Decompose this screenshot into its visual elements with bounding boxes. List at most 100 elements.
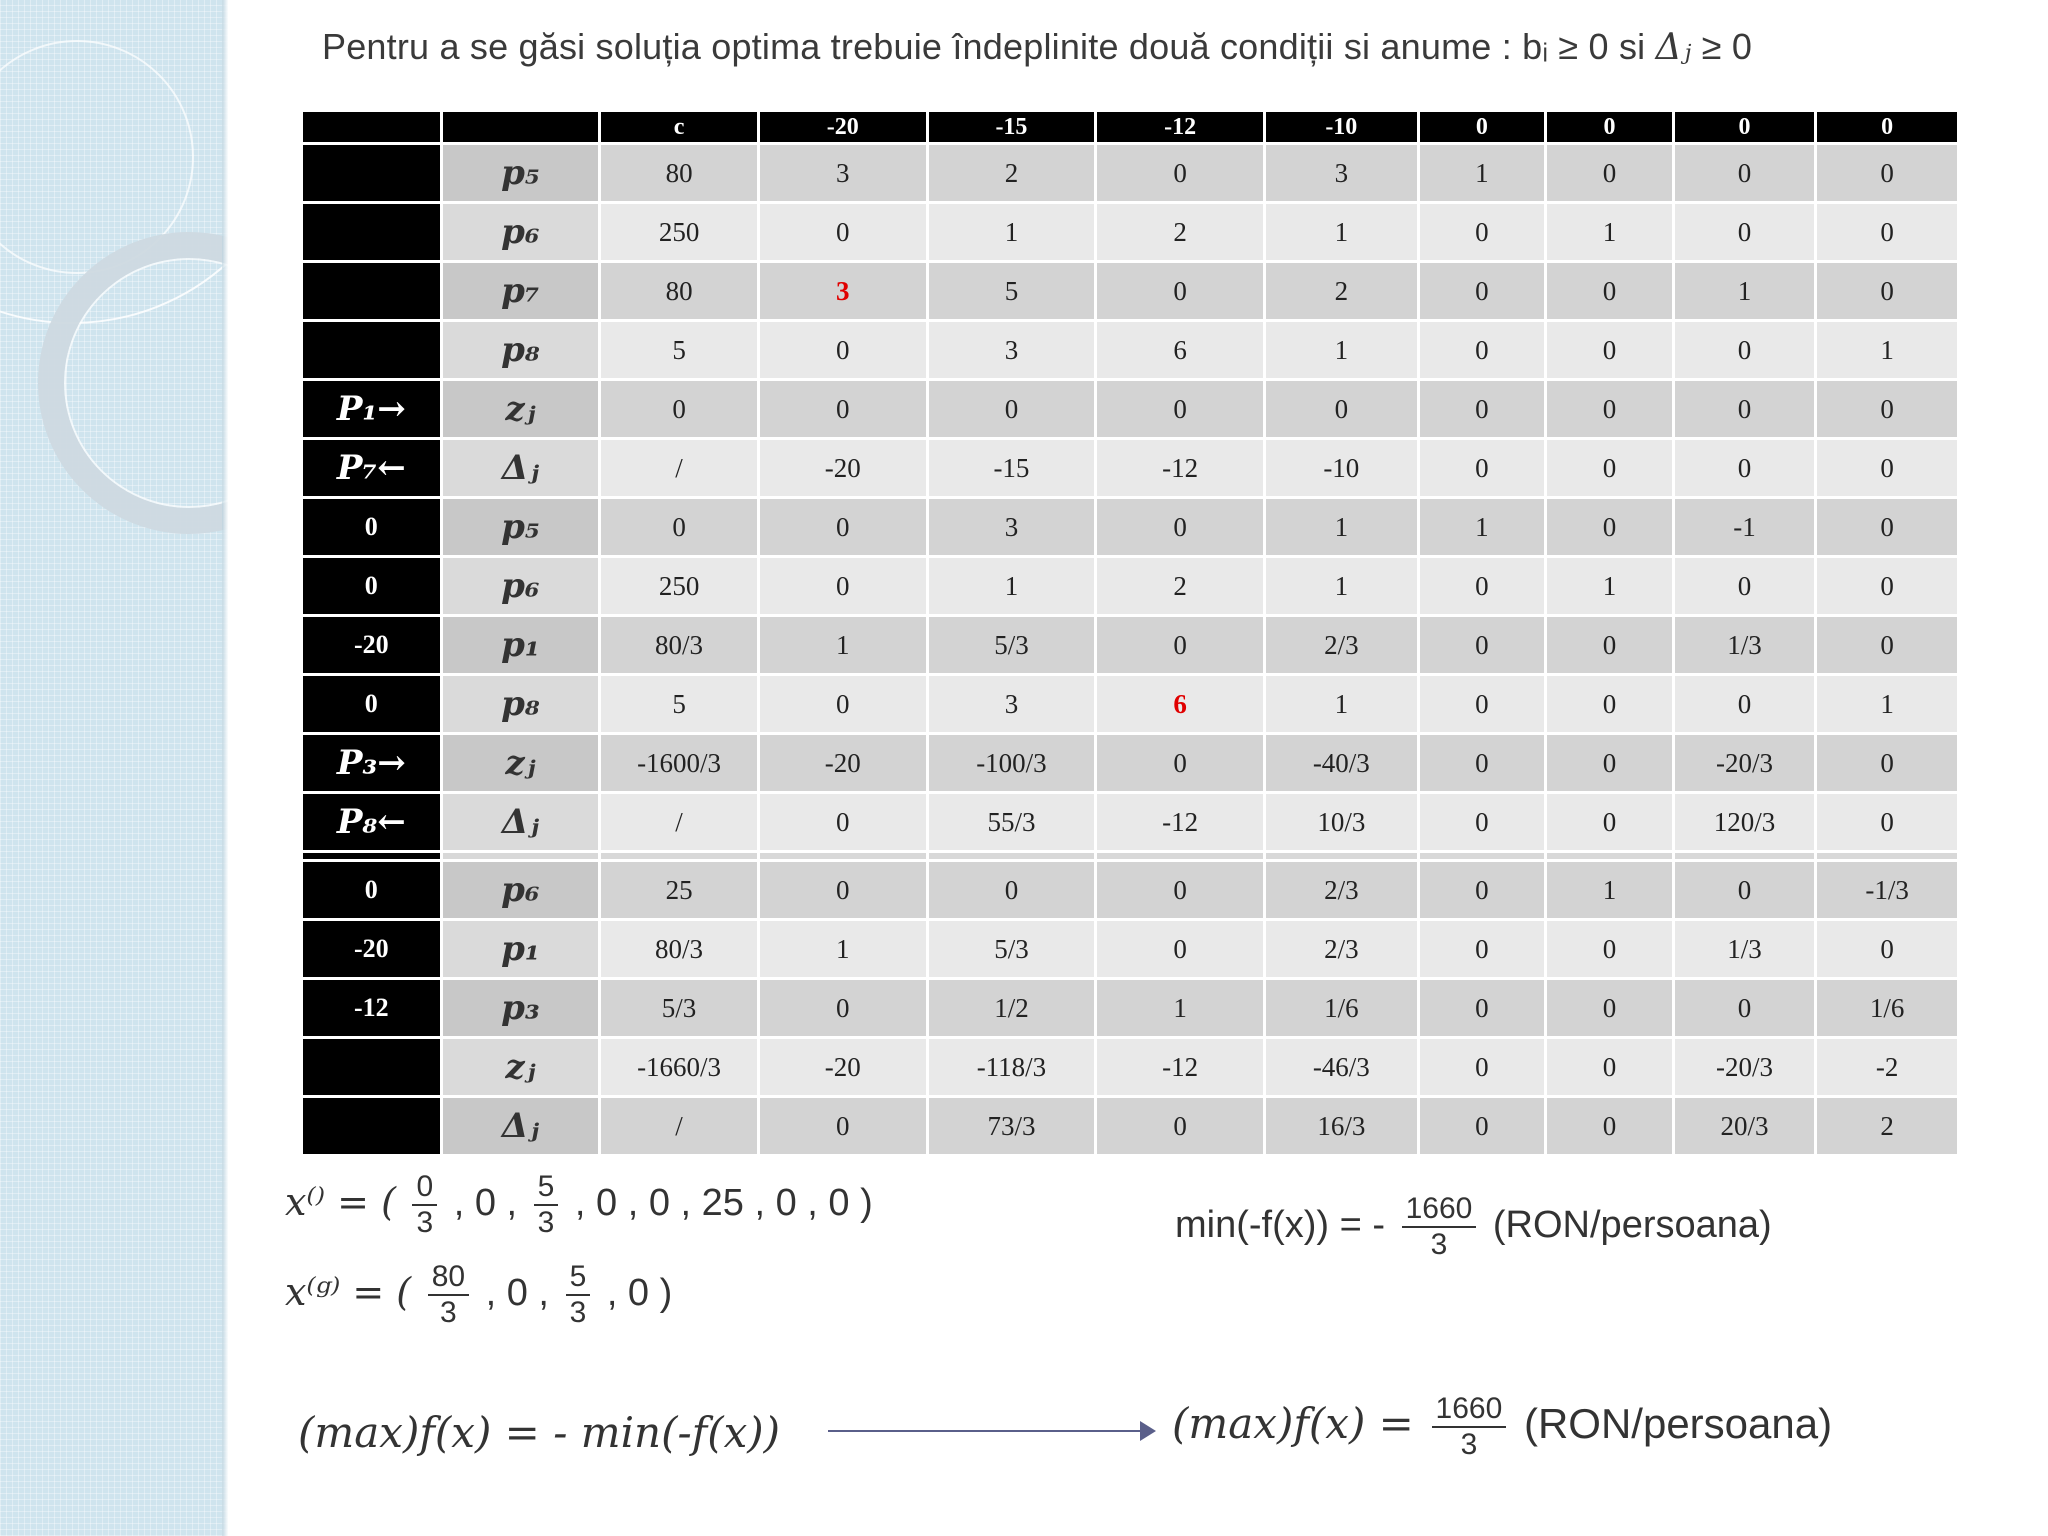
cost-basis-cell	[303, 322, 440, 378]
table-cell: 0	[1817, 440, 1957, 496]
solution-xg-mid: , 0 ,	[485, 1272, 549, 1315]
table-cell: 0	[1817, 794, 1957, 850]
table-row: p₈ 5 0 3 6 1 0 0 0 1	[303, 322, 1957, 378]
table-cell: -1660/3	[601, 1039, 757, 1095]
min-unit: (RON/persoana)	[1492, 1204, 1772, 1247]
basis-variable-cell: zⱼ	[442, 735, 599, 791]
table-cell: 1	[1266, 322, 1417, 378]
basis-variable-cell: p₁	[442, 921, 599, 977]
pivot-cell: 6	[1097, 676, 1263, 732]
table-cell: 0	[759, 676, 926, 732]
table-cell: 0	[1419, 1039, 1545, 1095]
pivot-cell: 3	[759, 263, 926, 319]
table-row: P₃→ zⱼ -1600/3 -20 -100/3 0 -40/3 0 0 -20/3 0	[303, 735, 1957, 791]
table-cell: 0	[1419, 617, 1545, 673]
header-cell	[442, 112, 599, 142]
basis-variable-cell: Δⱼ	[442, 794, 599, 850]
table-cell: 5/3	[601, 980, 757, 1036]
table-cell: 0	[928, 862, 1095, 918]
table-cell: 0	[1817, 263, 1957, 319]
table-cell: 0	[1674, 676, 1815, 732]
table-cell: 0	[1547, 145, 1672, 201]
table-cell: 0	[1817, 558, 1957, 614]
basis-variable-cell: p₈	[442, 322, 599, 378]
cost-basis-cell: P₈←	[303, 794, 440, 850]
table-cell: /	[601, 440, 757, 496]
solution-xg-tail: , 0 )	[606, 1272, 673, 1315]
table-cell: 0	[1817, 921, 1957, 977]
fraction-denominator: 3	[569, 1296, 587, 1329]
basis-variable-cell: p₅	[442, 145, 599, 201]
header-cell	[303, 112, 440, 142]
table-cell: 0	[759, 980, 926, 1036]
cost-basis-cell: -20	[303, 617, 440, 673]
solution-x-lhs: x⁽⁾ = (	[285, 1180, 396, 1225]
header-cell: c	[601, 112, 757, 142]
table-cell: 0	[601, 499, 757, 555]
table-cell: 0	[1419, 1098, 1545, 1154]
table-cell: 2	[1266, 263, 1417, 319]
min-value-line: min(-f(x)) = - 1660 3 (RON/persoana)	[1175, 1192, 1772, 1262]
table-cell: 0	[1547, 381, 1672, 437]
cost-basis-cell	[303, 1098, 440, 1154]
header-cell: -10	[1266, 112, 1417, 142]
fraction: 1660 3	[1431, 1392, 1507, 1462]
table-cell: 0	[1097, 145, 1263, 201]
table-cell: 0	[1547, 263, 1672, 319]
header-cell: 0	[1419, 112, 1545, 142]
table-cell: 250	[601, 204, 757, 260]
table-cell: 5	[601, 322, 757, 378]
table-row: Δⱼ/0 73/3 0 16/3 0 0 20/3 2	[303, 1098, 1957, 1154]
table-cell: 0	[1419, 381, 1545, 437]
table-cell: 0	[1419, 263, 1545, 319]
table-cell: 1/2	[928, 980, 1095, 1036]
table-cell: 0	[1419, 735, 1545, 791]
simplex-table-body: c -20 -15 -12 -10 0 0 0 0 p₅ 80 3 2 0 3 1 0 0 0 p₆ 250 0 1 2 1 0 1…	[303, 112, 1957, 1154]
table-cell: 0	[1547, 980, 1672, 1036]
table-cell: -46/3	[1266, 1039, 1417, 1095]
table-cell: 1	[1266, 204, 1417, 260]
table-cell: 0	[1674, 381, 1815, 437]
fraction-numerator: 1660	[1401, 1192, 1477, 1228]
heading-tail: ≥ 0	[1691, 26, 1753, 67]
table-cell: 0	[928, 381, 1095, 437]
basis-variable-cell: p₃	[442, 980, 599, 1036]
table-cell: 1	[1817, 676, 1957, 732]
basis-variable-cell: p₁	[442, 617, 599, 673]
separator-cell	[1266, 853, 1417, 859]
table-cell: 250	[601, 558, 757, 614]
separator-cell	[442, 853, 599, 859]
separator-cell	[1097, 853, 1263, 859]
separator-cell	[928, 853, 1095, 859]
basis-variable-cell: p₆	[442, 204, 599, 260]
table-cell: 0	[1547, 1098, 1672, 1154]
basis-variable-cell: zⱼ	[442, 381, 599, 437]
table-cell: 0	[759, 204, 926, 260]
table-cell: 0	[1266, 381, 1417, 437]
table-cell: 0	[759, 558, 926, 614]
table-row: p₆ 250 0 1 2 1 0 1 0 0	[303, 204, 1957, 260]
heading-text: Pentru a se găsi soluția optima trebuie …	[322, 26, 1656, 67]
table-cell: 0	[1817, 204, 1957, 260]
table-cell: 3	[928, 676, 1095, 732]
basis-variable-cell: Δⱼ	[442, 1098, 599, 1154]
table-cell: 16/3	[1266, 1098, 1417, 1154]
table-cell: 0	[759, 862, 926, 918]
table-cell: 0	[1547, 499, 1672, 555]
table-cell: 3	[928, 322, 1095, 378]
table-cell: 0	[1547, 676, 1672, 732]
solution-xg-lhs: x⁽ᵍ⁾ = (	[285, 1270, 412, 1315]
table-cell: 0	[759, 794, 926, 850]
table-cell: 5/3	[928, 617, 1095, 673]
table-cell: 1	[1674, 263, 1815, 319]
table-cell: -20	[759, 1039, 926, 1095]
table-cell: -100/3	[928, 735, 1095, 791]
basis-variable-cell: p₅	[442, 499, 599, 555]
table-cell: 1	[759, 617, 926, 673]
cost-basis-cell: P₃→	[303, 735, 440, 791]
table-cell: 0	[759, 322, 926, 378]
table-cell: 6	[1097, 322, 1263, 378]
table-cell: 0	[1674, 980, 1815, 1036]
